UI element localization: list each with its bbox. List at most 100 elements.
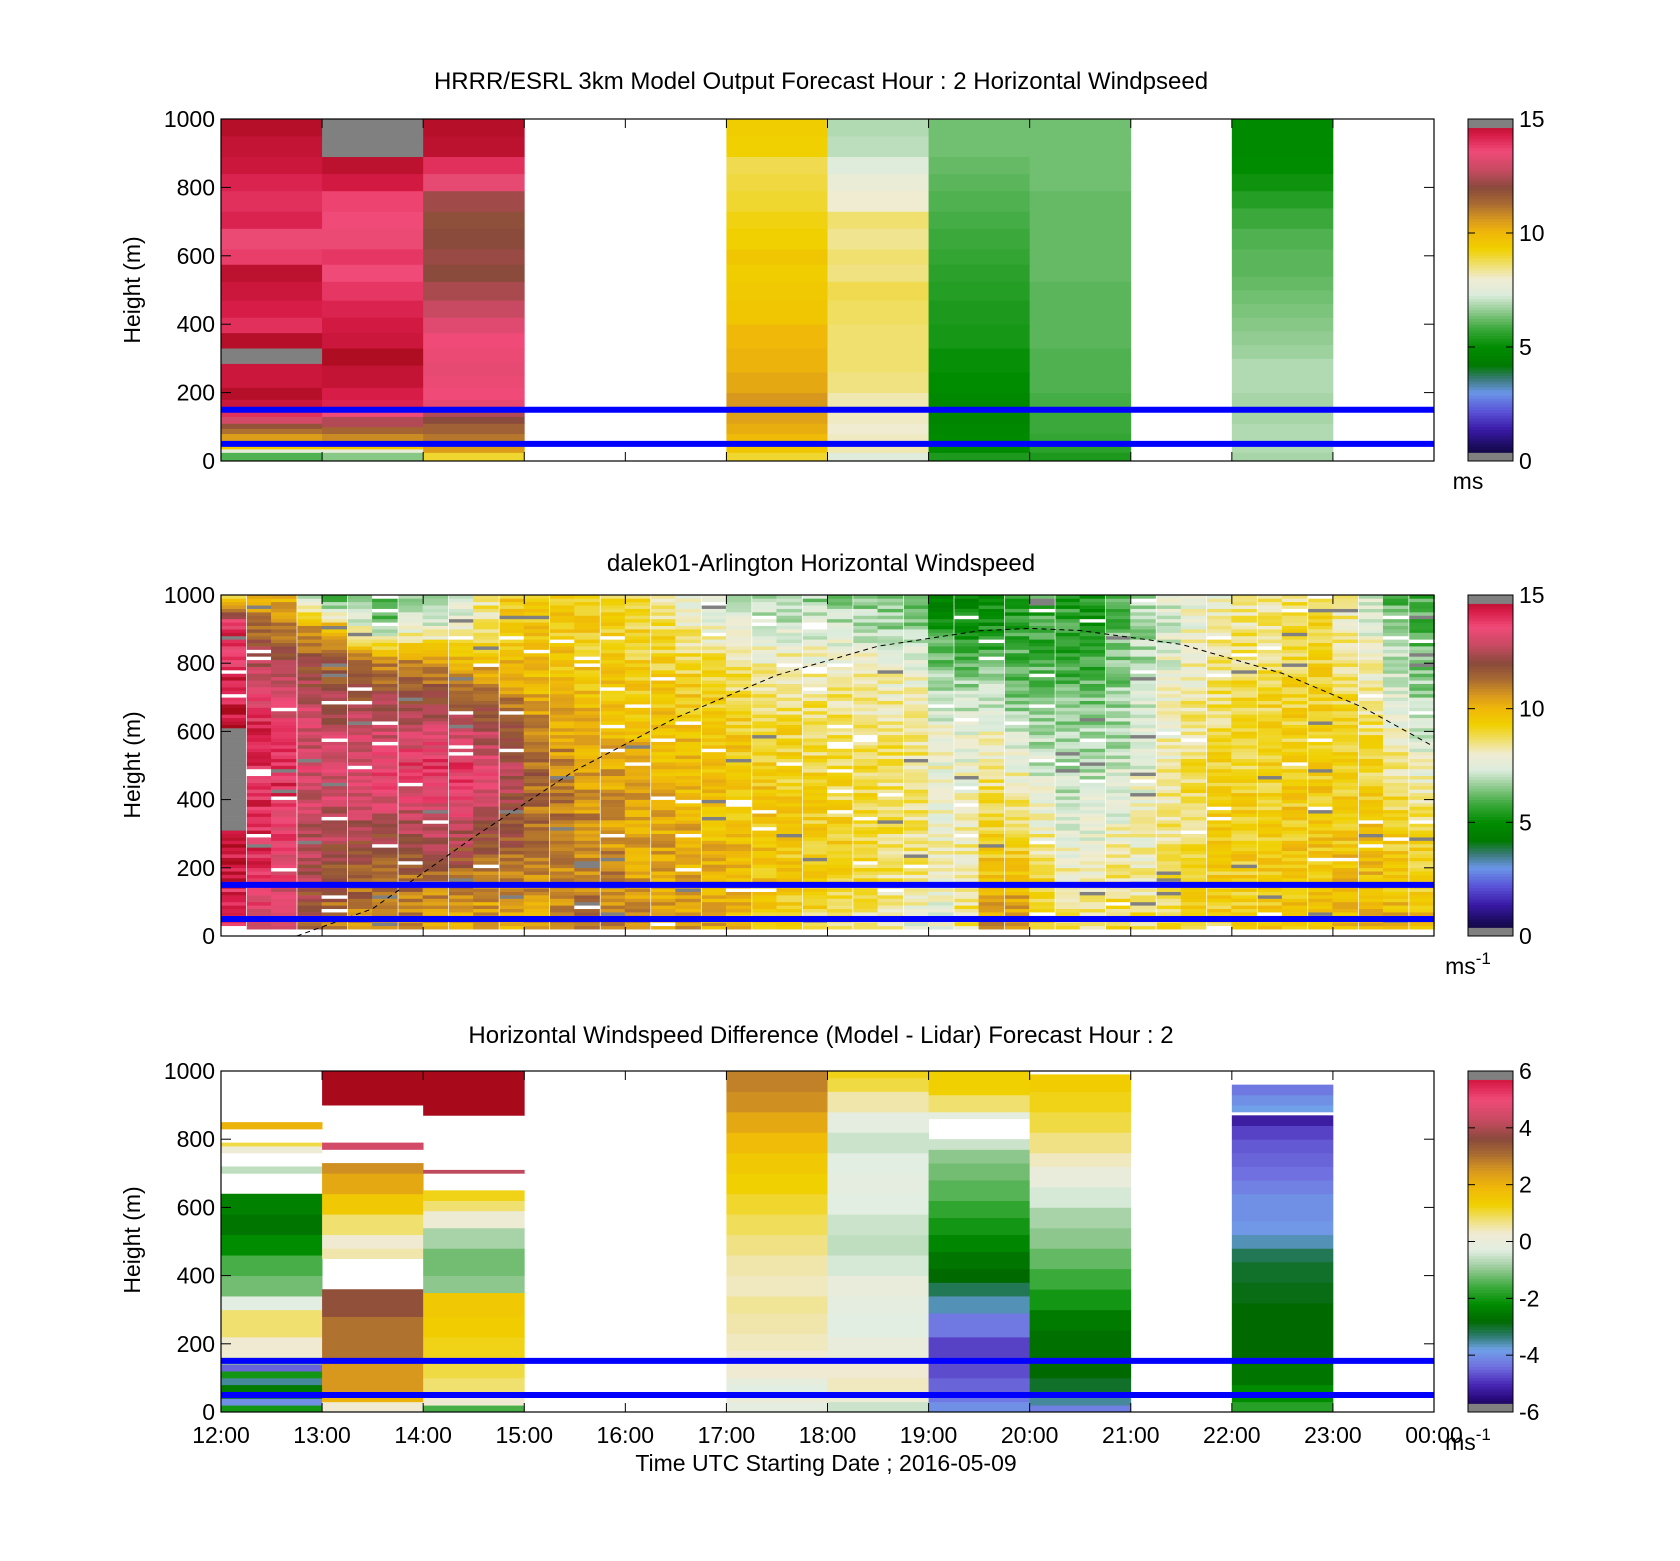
heatmap-cell [726,409,828,424]
heatmap-cell [1105,721,1132,725]
heatmap-cell [246,721,273,725]
heatmap-cell [600,785,627,790]
heatmap-cell [1130,666,1156,671]
heatmap-cell [220,710,247,715]
heatmap-cell [776,748,803,753]
heatmap-cell [398,785,424,790]
heatmap-cell [853,891,879,896]
heatmap-cell [1055,908,1082,913]
heatmap-cell [1358,734,1385,739]
heatmap-cell [550,731,576,736]
heatmap-cell [802,850,829,855]
heatmap-cell [1332,847,1358,852]
heatmap-cell [398,687,424,691]
heatmap-cell [726,300,828,325]
heatmap-cell [600,779,627,783]
heatmap-cell [1130,755,1156,759]
heatmap-cell [877,666,904,671]
heatmap-cell [574,717,600,722]
heatmap-cell [1358,666,1385,671]
heatmap-cell [725,809,752,814]
heatmap-cell [297,663,323,667]
heatmap-cell [1130,816,1156,821]
heatmap-cell [954,867,980,872]
heatmap-cell [802,697,829,702]
heatmap-cell [1156,758,1183,763]
heatmap-cell [347,683,374,688]
heatmap-cell [1079,922,1106,927]
heatmap-cell [347,792,374,797]
heatmap-cell [1055,635,1082,640]
heatmap-cell [675,687,701,691]
heatmap-cell [651,601,677,606]
heatmap-cell [776,895,803,899]
heatmap-cell [422,772,449,777]
heatmap-cell [1156,843,1183,848]
heatmap-cell [1207,922,1233,927]
heatmap-cell [321,615,348,620]
heatmap-cell [1130,700,1156,705]
heatmap-cell [1130,830,1156,834]
heatmap-cell [903,860,930,865]
heatmap-cell [752,820,778,824]
heatmap-cell [1207,905,1233,910]
heatmap-cell [523,751,550,756]
heatmap-cell [220,745,247,749]
heatmap-cell [1308,625,1334,630]
heatmap-cell [321,826,348,831]
heatmap-cell [422,615,449,620]
heatmap-cell [651,751,677,756]
heatmap-cell [776,806,803,811]
heatmap-cell [297,724,323,729]
heatmap-cell [220,809,247,814]
heatmap-cell [752,595,778,599]
heatmap-cell [297,608,323,613]
colorbar-segment [1468,278,1513,282]
heatmap-cell [954,871,980,875]
heatmap-cell [1207,772,1233,777]
heatmap-cell [978,649,1005,654]
heatmap-cell [321,618,348,623]
heatmap-cell [322,281,424,301]
heatmap-cell [1332,922,1358,927]
heatmap-cell [651,697,677,702]
heatmap-cell [297,775,323,780]
heatmap-cell [1281,745,1308,749]
heatmap-cell [1207,663,1233,667]
heatmap-cell [877,779,904,783]
heatmap-cell [321,785,348,790]
heatmap-cell [1231,755,1257,759]
heatmap-cell [1358,864,1385,869]
heatmap-cell [1055,615,1082,620]
heatmap-cell [954,751,980,756]
heatmap-cell [1004,901,1031,906]
heatmap-cell [1231,874,1257,879]
heatmap-cell [1004,714,1031,719]
heatmap-cell [903,700,930,705]
heatmap-cell [802,731,829,736]
heatmap-cell [903,734,930,739]
colorbar-segment [1468,401,1513,405]
heatmap-cell [574,605,600,609]
heatmap-cell [826,854,853,858]
heatmap-cell [1004,925,1031,930]
heatmap-cell [877,874,904,879]
heatmap-cell [271,840,297,845]
heatmap-cell [372,755,398,759]
heatmap-cell [978,857,1005,862]
heatmap-cell [347,891,374,896]
heatmap-cell [1332,738,1358,742]
heatmap-cell [398,833,424,838]
heatmap-cell [1180,693,1207,698]
heatmap-cell [1281,837,1308,841]
heatmap-cell [701,721,728,725]
heatmap-cell [725,762,752,766]
heatmap-cell [600,601,627,606]
heatmap-cell [297,741,323,746]
heatmap-cell [1382,816,1409,821]
heatmap-cell [954,625,980,630]
heatmap-cell [1382,745,1409,749]
heatmap-cell [1156,670,1183,674]
heatmap-cell [624,663,651,667]
heatmap-cell [651,690,677,695]
